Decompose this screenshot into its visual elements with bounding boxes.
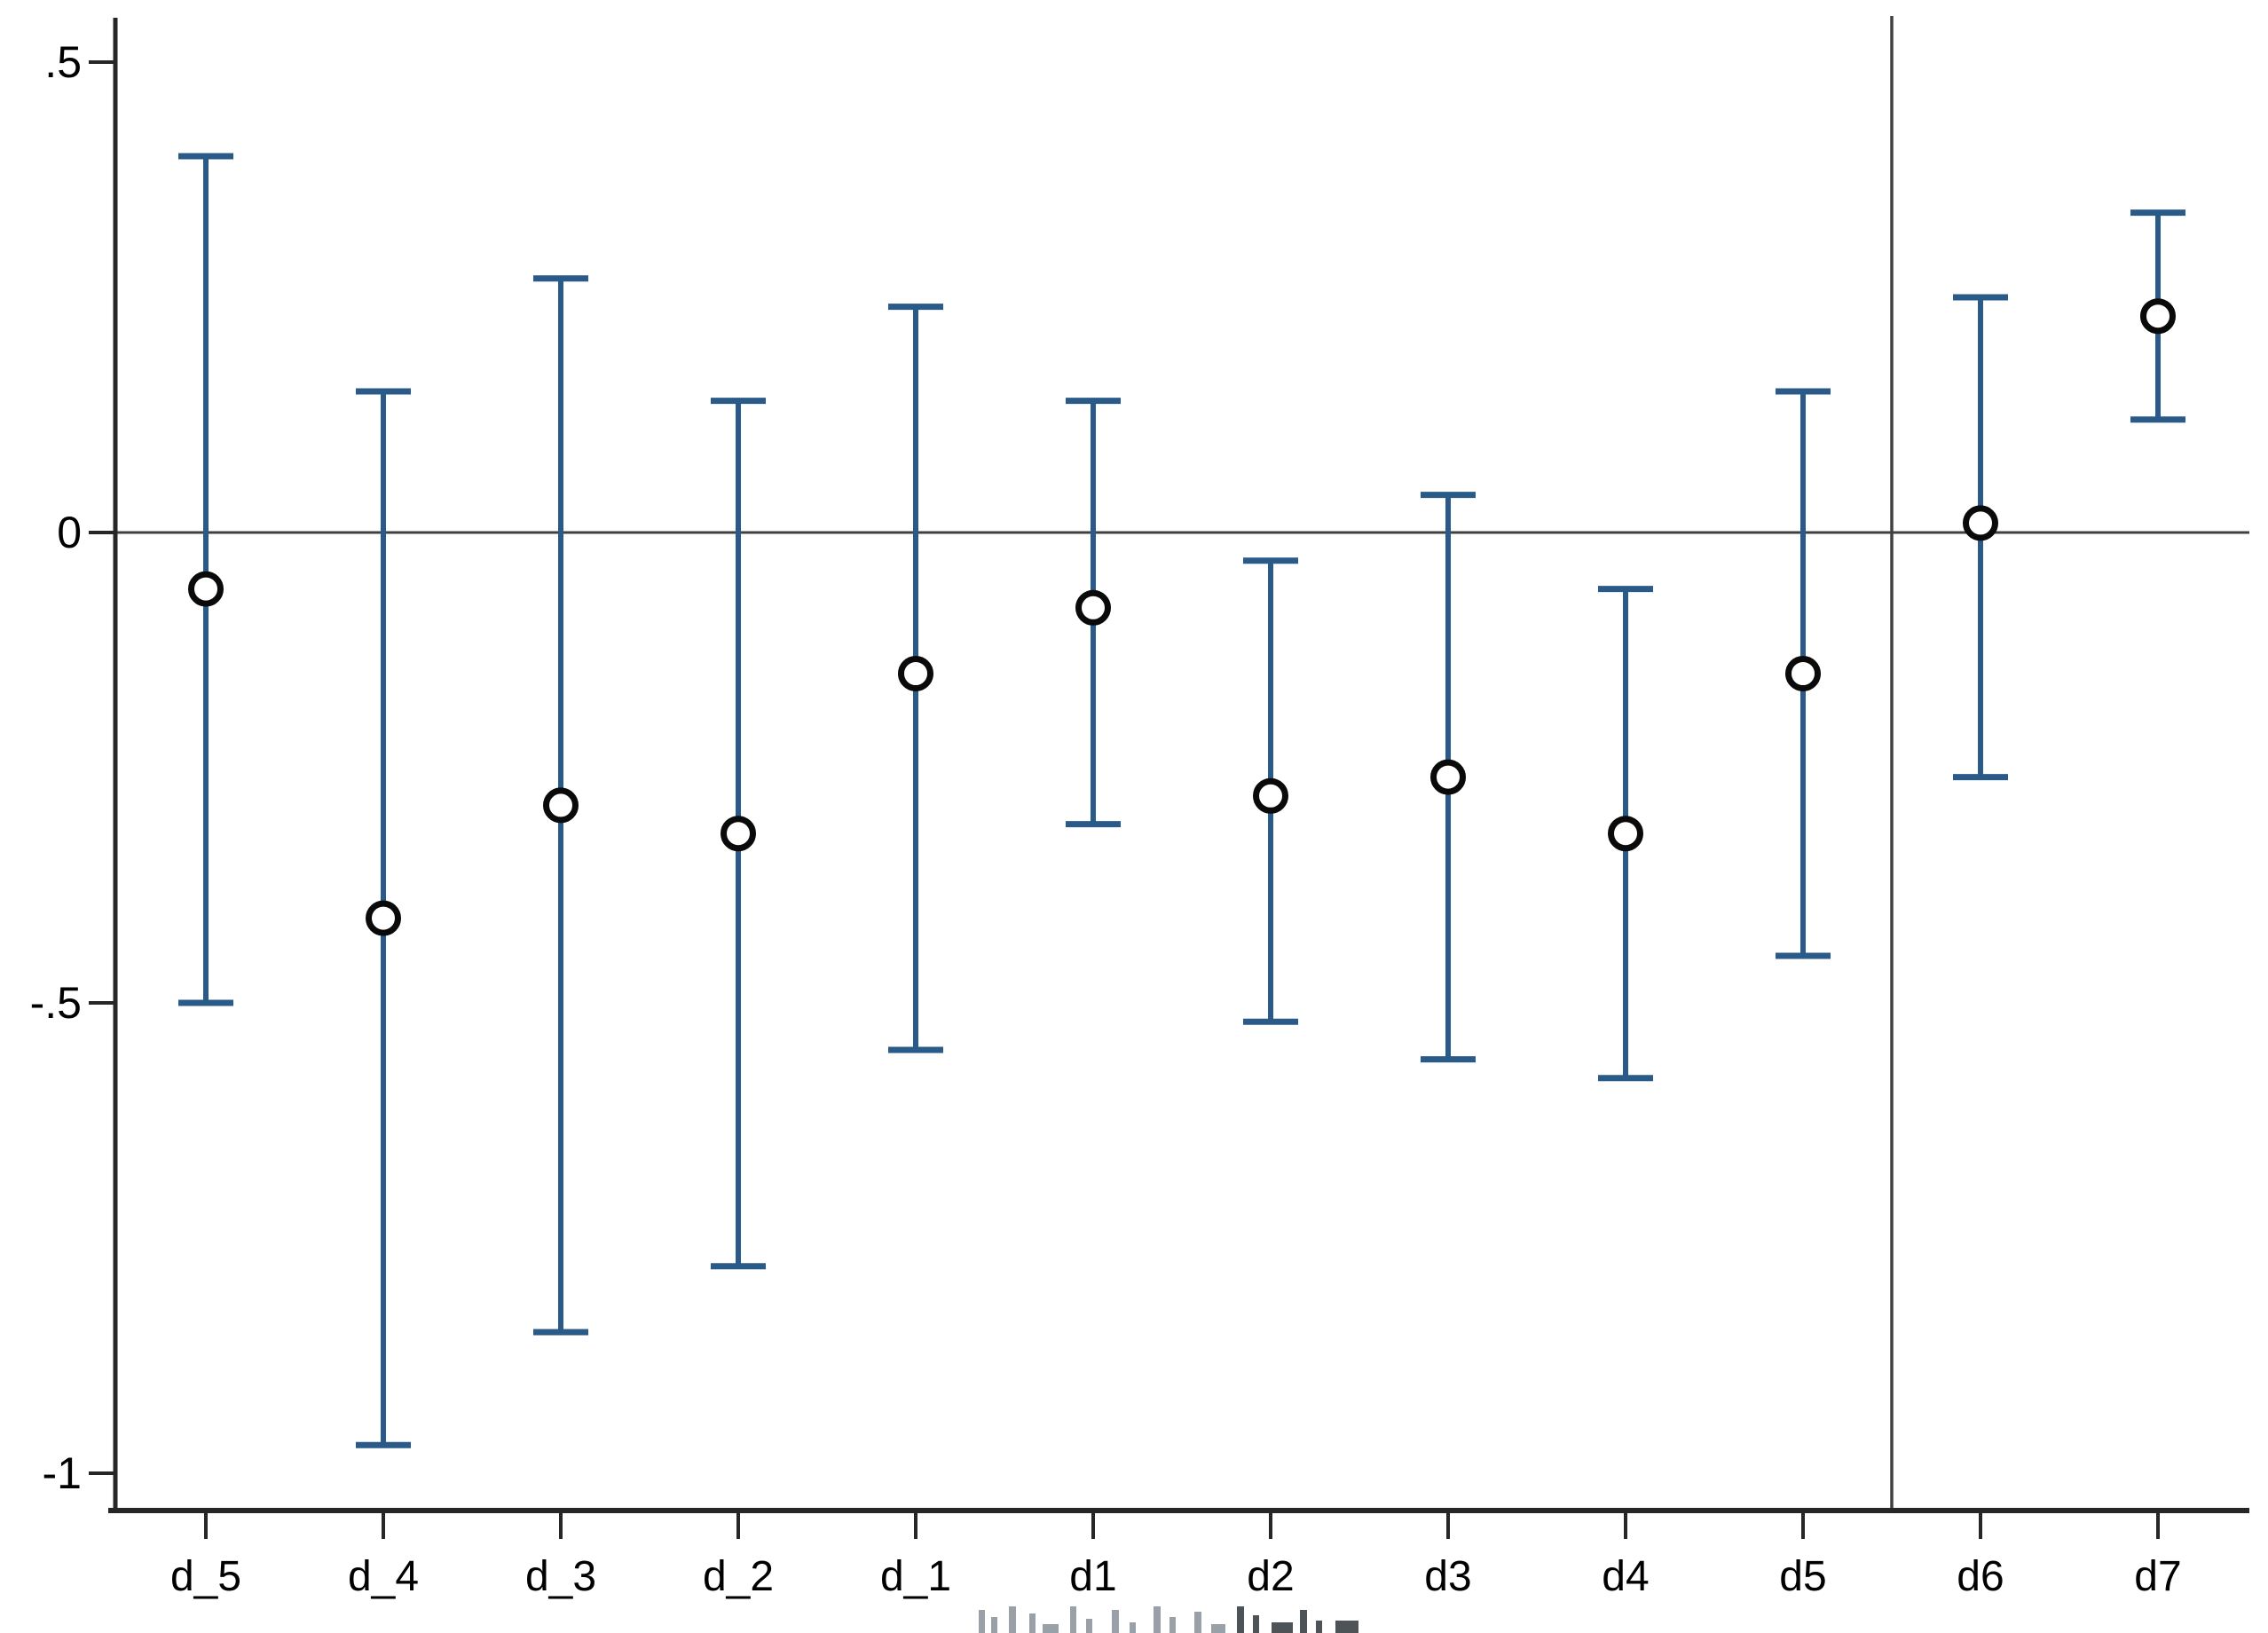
glyph-top-mark: [1316, 1621, 1322, 1633]
data-point-d_2: [721, 816, 756, 852]
series-point-d4: [1598, 586, 1653, 1082]
series-point-d_5: [178, 153, 233, 1006]
cropped-axis-title-fragment: [979, 1606, 1358, 1633]
glyph-top-mark: [1086, 1619, 1092, 1633]
data-point-d1: [1075, 589, 1111, 626]
glyph-top-mark: [1237, 1606, 1244, 1633]
x-tick-label-d_2: d_2: [703, 1553, 774, 1600]
data-point-d7: [2140, 298, 2176, 335]
glyph-top-mark: [1253, 1615, 1259, 1633]
data-point-d6: [1963, 505, 1998, 541]
series-point-d2: [1243, 557, 1298, 1025]
glyph-top-mark: [1029, 1613, 1036, 1633]
data-point-d4: [1608, 816, 1643, 852]
x-tick-label-d1: d1: [1069, 1553, 1116, 1600]
x-tick-label-d_4: d_4: [348, 1553, 419, 1600]
data-point-d_4: [366, 900, 401, 936]
series-point-d_3: [533, 275, 588, 1336]
x-tick-label-d_3: d_3: [525, 1553, 596, 1600]
glyph-top-mark: [1300, 1610, 1307, 1633]
series-point-d7: [2130, 209, 2185, 423]
glyph-top-mark: [1194, 1612, 1201, 1633]
glyph-top-mark: [1335, 1621, 1358, 1633]
y-tick-label-0: 0: [57, 508, 82, 557]
glyph-top-mark: [1130, 1622, 1136, 1633]
data-point-d_3: [543, 787, 579, 824]
glyph-top-mark: [1070, 1606, 1076, 1633]
series-point-d1: [1066, 398, 1121, 828]
glyph-top-mark: [1009, 1606, 1016, 1633]
series-point-d3: [1421, 492, 1476, 1063]
glyph-top-mark: [1169, 1617, 1176, 1633]
data-point-d5: [1785, 656, 1821, 691]
data-point-d_5: [188, 571, 224, 607]
glyph-top-mark: [979, 1610, 985, 1633]
glyph-top-mark: [991, 1617, 997, 1633]
data-point-d3: [1430, 759, 1466, 795]
glyph-top-mark: [1154, 1606, 1161, 1633]
y-tick-label--.5: -.5: [30, 978, 82, 1028]
data-point-d2: [1253, 777, 1288, 814]
y-tick-label-.5: .5: [44, 37, 82, 87]
x-tick-label-d_5: d_5: [170, 1553, 241, 1600]
series-point-d6: [1953, 294, 2008, 781]
glyph-top-mark: [1272, 1622, 1293, 1633]
glyph-top-mark: [1112, 1610, 1119, 1633]
y-tick-label--1: -1: [43, 1448, 82, 1498]
series-point-d_1: [888, 304, 943, 1053]
x-tick-label-d6: d6: [1957, 1553, 2004, 1600]
glyph-top-mark: [1043, 1624, 1059, 1633]
x-tick-label-d4: d4: [1602, 1553, 1649, 1600]
data-point-d_1: [898, 656, 933, 691]
series-point-d5: [1776, 388, 1831, 959]
x-tick-label-d2: d2: [1247, 1553, 1294, 1600]
x-tick-label-d7: d7: [2134, 1553, 2181, 1600]
glyph-top-mark: [1211, 1624, 1225, 1633]
x-tick-label-d5: d5: [1779, 1553, 1826, 1600]
x-tick-label-d3: d3: [1424, 1553, 1471, 1600]
series-point-d_4: [356, 388, 411, 1448]
series-point-d_2: [711, 398, 766, 1270]
x-tick-label-d_1: d_1: [880, 1553, 951, 1600]
